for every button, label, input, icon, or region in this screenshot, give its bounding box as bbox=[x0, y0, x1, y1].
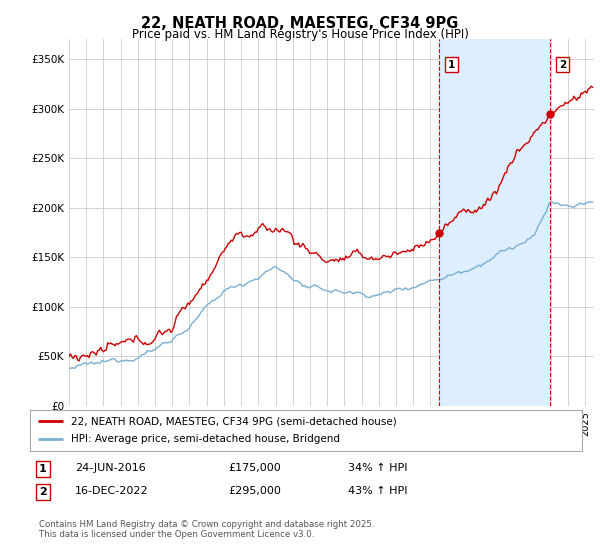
Text: 1: 1 bbox=[448, 60, 455, 70]
Text: 24-JUN-2016: 24-JUN-2016 bbox=[75, 463, 146, 473]
Text: 16-DEC-2022: 16-DEC-2022 bbox=[75, 486, 149, 496]
Text: Contains HM Land Registry data © Crown copyright and database right 2025.
This d: Contains HM Land Registry data © Crown c… bbox=[39, 520, 374, 539]
Bar bbox=[439, 39, 550, 406]
Text: 2: 2 bbox=[39, 487, 47, 497]
Text: 43% ↑ HPI: 43% ↑ HPI bbox=[348, 486, 407, 496]
Text: 22, NEATH ROAD, MAESTEG, CF34 9PG: 22, NEATH ROAD, MAESTEG, CF34 9PG bbox=[142, 16, 458, 31]
Text: 2: 2 bbox=[559, 60, 566, 70]
Text: 1: 1 bbox=[39, 464, 47, 474]
Text: Price paid vs. HM Land Registry's House Price Index (HPI): Price paid vs. HM Land Registry's House … bbox=[131, 28, 469, 41]
Text: HPI: Average price, semi-detached house, Bridgend: HPI: Average price, semi-detached house,… bbox=[71, 435, 340, 444]
Text: £175,000: £175,000 bbox=[228, 463, 281, 473]
Text: 34% ↑ HPI: 34% ↑ HPI bbox=[348, 463, 407, 473]
Text: 22, NEATH ROAD, MAESTEG, CF34 9PG (semi-detached house): 22, NEATH ROAD, MAESTEG, CF34 9PG (semi-… bbox=[71, 417, 397, 426]
Text: £295,000: £295,000 bbox=[228, 486, 281, 496]
